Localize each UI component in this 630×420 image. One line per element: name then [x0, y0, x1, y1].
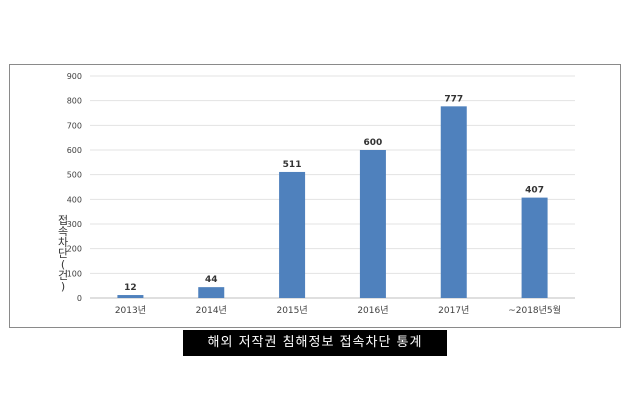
x-tick-label: 2016년: [357, 305, 388, 316]
x-tick-label: 2014년: [196, 305, 227, 316]
y-tick-label: 700: [67, 121, 82, 130]
y-tick-label: 100: [67, 269, 82, 278]
y-tick-label: 400: [67, 195, 82, 204]
data-label: 44: [205, 275, 218, 285]
data-label: 600: [364, 138, 383, 148]
y-tick-label: 0: [77, 294, 82, 303]
y-tick-label: 300: [67, 220, 82, 229]
bar: [440, 106, 467, 298]
data-label: 511: [283, 160, 302, 170]
x-tick-label: 2013년: [115, 305, 146, 316]
chart-caption: 해외 저작권 침해정보 접속차단 통계: [183, 330, 447, 356]
bar: [117, 295, 144, 298]
y-tick-label: 900: [67, 72, 82, 81]
y-tick-label: 200: [67, 245, 82, 254]
data-label: 777: [444, 94, 463, 104]
bar: [521, 197, 548, 298]
y-axis-title: 접 속 차 단(건): [57, 214, 69, 293]
x-tick-label: 2017년: [438, 305, 469, 316]
data-label: 12: [124, 283, 137, 293]
data-label: 407: [525, 186, 544, 196]
y-tick-label: 600: [67, 146, 82, 155]
bar: [198, 287, 225, 298]
bar: [359, 150, 386, 298]
x-tick-label: 2015년: [276, 305, 307, 316]
bar: [279, 171, 306, 298]
x-tick-label: ~2018년5월: [508, 304, 561, 316]
y-tick-label: 800: [67, 97, 82, 106]
chart-frame: 0 100 200 300 400 500 600 700 800 900 12 2013년 44 201…: [9, 64, 621, 328]
y-tick-label: 500: [67, 171, 82, 180]
bar-chart: 0 100 200 300 400 500 600 700 800 900 12 2013년 44 201…: [67, 72, 575, 316]
